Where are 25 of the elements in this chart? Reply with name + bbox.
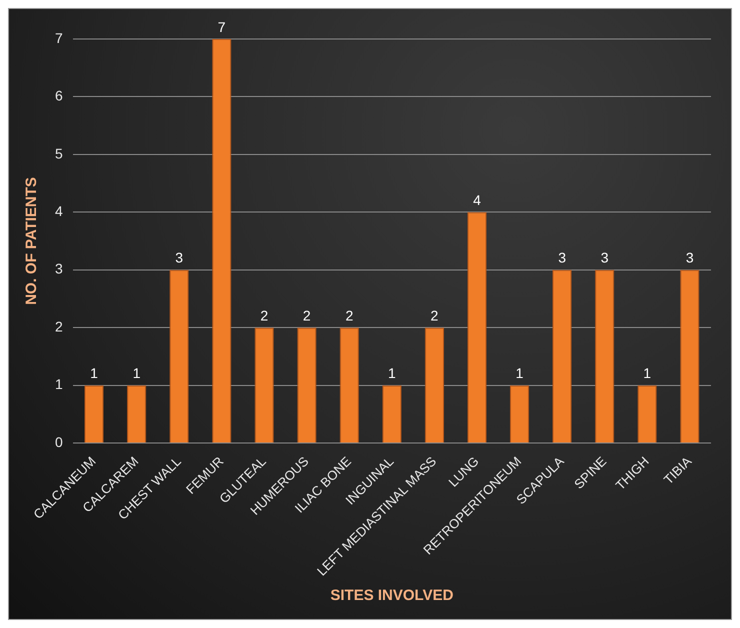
data-label: 3	[686, 250, 694, 266]
data-label: 1	[516, 365, 524, 382]
y-tick-label: 2	[54, 318, 63, 334]
data-label: 3	[600, 250, 609, 266]
y-axis-title: NO. OF PATIENTS	[23, 177, 40, 305]
y-tick-label: 4	[54, 203, 63, 220]
y-tick-label: 6	[54, 88, 63, 104]
data-label: 2	[260, 307, 268, 324]
y-tick-label: 7	[54, 30, 63, 46]
data-label: 7	[218, 18, 226, 35]
data-label: 1	[90, 365, 98, 382]
y-tick-label: 3	[54, 260, 63, 277]
data-label: 1	[643, 365, 652, 382]
y-tick-label: 1	[54, 376, 63, 392]
y-tick-label: 0	[54, 434, 63, 450]
data-label: 2	[302, 307, 311, 324]
data-label: 1	[132, 365, 141, 382]
data-label: 2	[345, 307, 354, 324]
data-label: 1	[388, 365, 396, 382]
data-label: 3	[558, 250, 566, 266]
data-label: 2	[430, 307, 439, 324]
data-label: 4	[473, 192, 482, 208]
data-label: 3	[175, 250, 184, 266]
x-axis-title: SITES INVOLVED	[330, 587, 454, 604]
y-tick-label: 5	[54, 145, 63, 162]
